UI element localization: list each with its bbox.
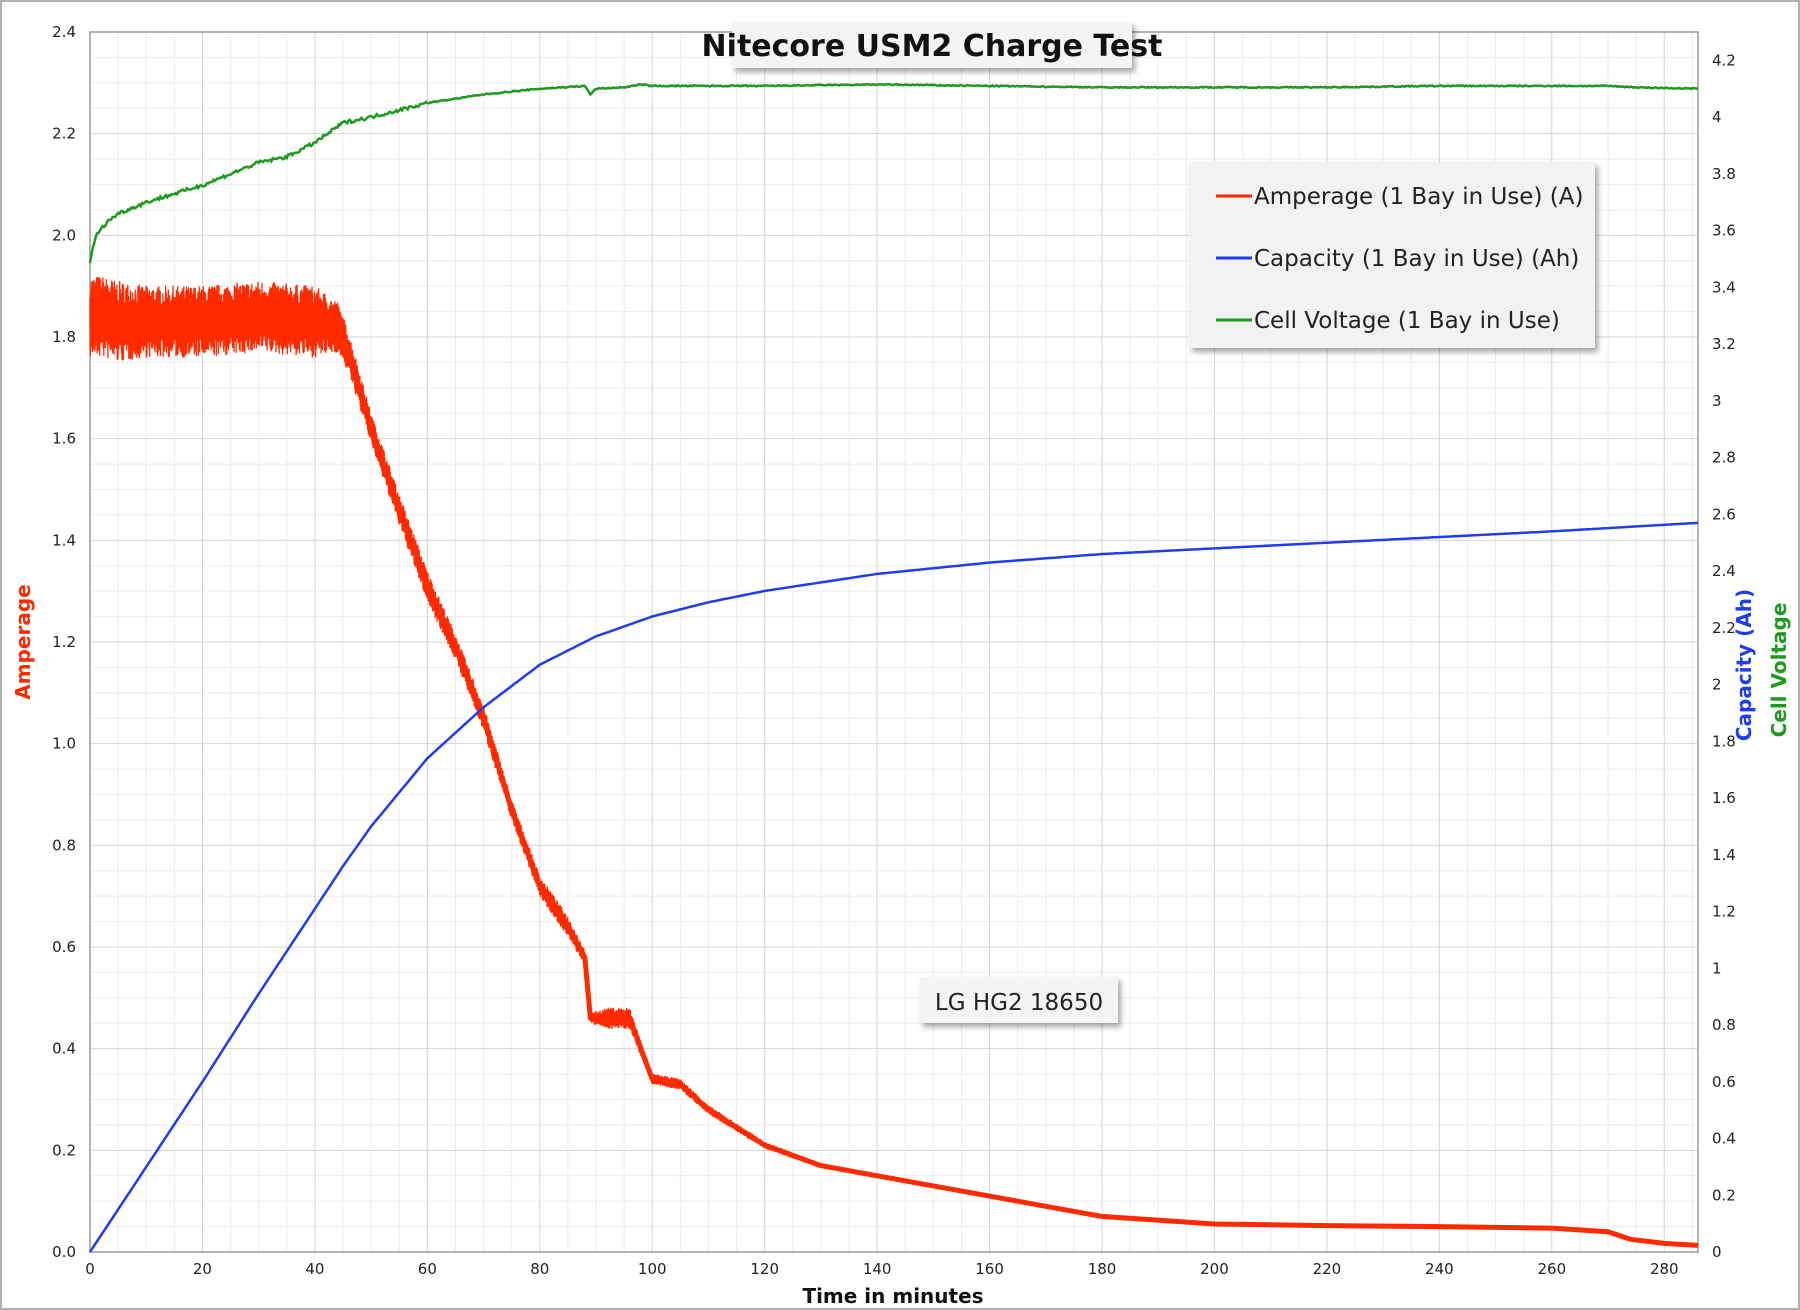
right-tick-label: 0.6 [1712,1073,1736,1091]
right-tick-label: 3.6 [1712,222,1736,240]
left-tick-label: 2.4 [52,23,76,41]
series-layer [88,82,1699,1253]
right-tick-label: 4.2 [1712,51,1736,69]
x-axis-ticks: 0 20 40 60 80 100 120 140 160 180 200 220 240 260 280 [85,1260,1678,1278]
right-tick-label: 2 [1712,676,1722,694]
left-tick-label: 0.0 [52,1243,76,1261]
x-tick-label: 280 [1650,1260,1679,1278]
left-tick-label: 1.2 [52,633,76,651]
right-tick-label: 0 [1712,1243,1722,1261]
x-tick-label: 220 [1313,1260,1342,1278]
left-axis-title: Amperage [11,584,35,699]
left-tick-label: 2.0 [52,226,76,244]
right-tick-label: 2.4 [1712,562,1736,580]
x-tick-label: 160 [975,1260,1004,1278]
right-tick-label: 1.6 [1712,789,1736,807]
right-tick-label: 3.4 [1712,278,1736,296]
right-tick-label: 2.8 [1712,449,1736,467]
left-tick-label: 1.6 [52,430,76,448]
x-tick-label: 140 [863,1260,892,1278]
chart-title: Nitecore USM2 Charge Test [702,29,1163,64]
right-tick-label: 0.4 [1712,1130,1736,1148]
right-tick-label: 4 [1712,108,1722,126]
left-tick-label: 0.2 [52,1141,76,1159]
x-tick-label: 200 [1200,1260,1229,1278]
left-tick-label: 1.8 [52,328,76,346]
right-tick-label: 2.6 [1712,505,1736,523]
x-tick-label: 0 [85,1260,95,1278]
series-capacity [88,521,1699,1253]
x-tick-label: 180 [1088,1260,1117,1278]
capacity-axis-title: Capacity (Ah) [1732,589,1756,741]
x-tick-label: 80 [530,1260,549,1278]
x-tick-label: 60 [418,1260,437,1278]
legend-box [1189,162,1595,348]
left-tick-label: 0.6 [52,938,76,956]
right-tick-label: 0.8 [1712,1016,1736,1034]
left-axis-ticks: 0.0 0.2 0.4 0.6 0.8 1.0 1.2 1.4 1.6 1.8 2.0 2.2 2.4 [52,23,76,1261]
right-tick-label: 1.8 [1712,732,1736,750]
right-tick-label: 2.2 [1712,619,1736,637]
right-tick-label: 3.2 [1712,335,1736,353]
annotation-box [920,977,1118,1023]
title-box [732,22,1132,68]
series-amperage [90,314,1699,1248]
left-tick-label: 1.4 [52,531,76,549]
x-tick-label: 120 [750,1260,779,1278]
right-tick-label: 1.4 [1712,846,1736,864]
annotation-label: LG HG2 18650 [935,990,1103,1016]
right-tick-label: 3 [1712,392,1722,410]
left-tick-label: 1.0 [52,735,76,753]
right-axis-ticks: 0 0.2 0.4 0.6 0.8 1 1.2 1.4 1.6 1.8 2 2.2 2.4 2.6 2.8 3… [1712,51,1736,1261]
voltage-axis-title: Cell Voltage [1767,603,1791,738]
legend-label-voltage: Cell Voltage (1 Bay in Use) [1254,308,1560,334]
left-tick-label: 2.2 [52,125,76,143]
x-tick-label: 20 [193,1260,212,1278]
left-tick-label: 0.4 [52,1040,76,1058]
x-tick-label: 40 [305,1260,324,1278]
right-tick-label: 1.2 [1712,903,1736,921]
x-tick-label: 240 [1425,1260,1454,1278]
legend-label-capacity: Capacity (1 Bay in Use) (Ah) [1254,246,1579,272]
x-tick-label: 100 [638,1260,667,1278]
x-tick-label: 260 [1537,1260,1566,1278]
right-tick-label: 1 [1712,959,1722,977]
series-voltage [88,82,1699,264]
legend-label-amperage: Amperage (1 Bay in Use) (A) [1254,184,1583,210]
right-tick-label: 3.8 [1712,165,1736,183]
x-axis-title: Time in minutes [802,1284,983,1308]
right-tick-label: 0.2 [1712,1186,1736,1204]
left-tick-label: 0.8 [52,836,76,854]
